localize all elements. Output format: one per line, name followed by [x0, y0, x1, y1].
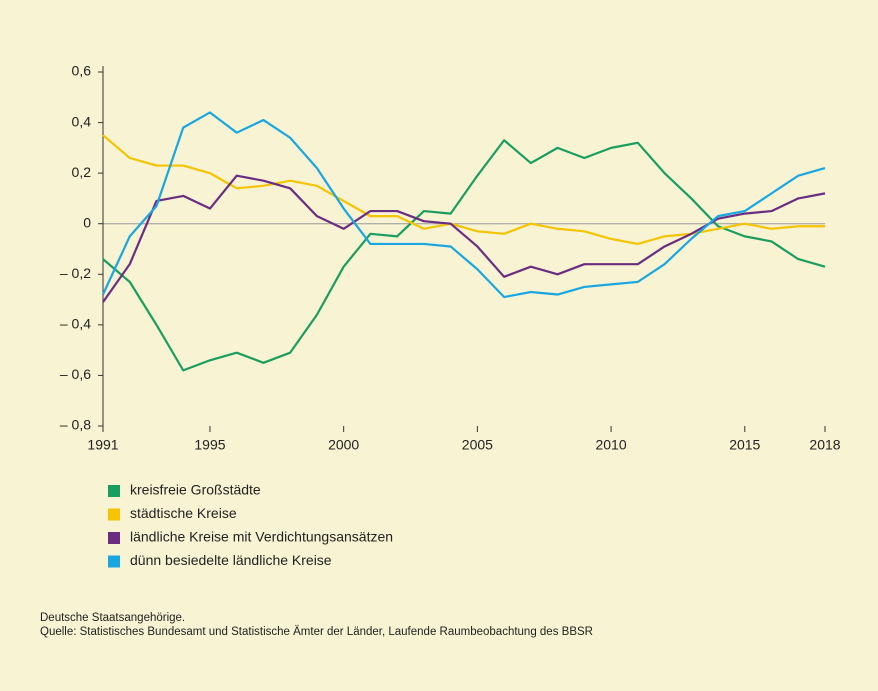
legend-label: ländliche Kreise mit Verdichtungsansätze… [130, 529, 393, 545]
legend-swatch [108, 555, 120, 568]
y-tick-label: – 0,4 [60, 316, 91, 332]
legend-swatch [108, 508, 120, 521]
line [102, 134, 825, 246]
y-tick-label: – 0,2 [60, 265, 91, 281]
legend-swatch [108, 532, 120, 544]
x-tick-label: 2000 [328, 437, 359, 453]
x-tick-label: 1991 [87, 437, 118, 453]
line [102, 139, 826, 372]
x-tick-label: 2015 [729, 437, 760, 453]
source: Quelle: Statistisches Bundesamt und Stat… [40, 626, 593, 638]
legend-label: dünn besiedelte ländliche Kreise [130, 552, 332, 568]
line [102, 111, 826, 299]
y-tick-label: 0 [83, 214, 91, 230]
legend-label: kreisfreie Großstädte [130, 482, 261, 498]
y-tick-label: 0,6 [72, 63, 92, 79]
legend-swatch [108, 485, 120, 497]
x-tick-label: 2005 [462, 437, 493, 453]
y-tick-label: – 0,8 [60, 417, 91, 433]
x-tick-label: 2010 [595, 437, 626, 453]
y-tick-label: 0,2 [72, 164, 92, 180]
legend-label: städtische Kreise [130, 505, 237, 521]
x-tick-label: 1995 [194, 437, 225, 453]
y-tick-label: 0,4 [72, 113, 92, 129]
x-tick-label: 2018 [809, 437, 840, 453]
y-tick-label: – 0,6 [60, 366, 91, 382]
note: Deutsche Staatsangehörige. [40, 612, 185, 624]
